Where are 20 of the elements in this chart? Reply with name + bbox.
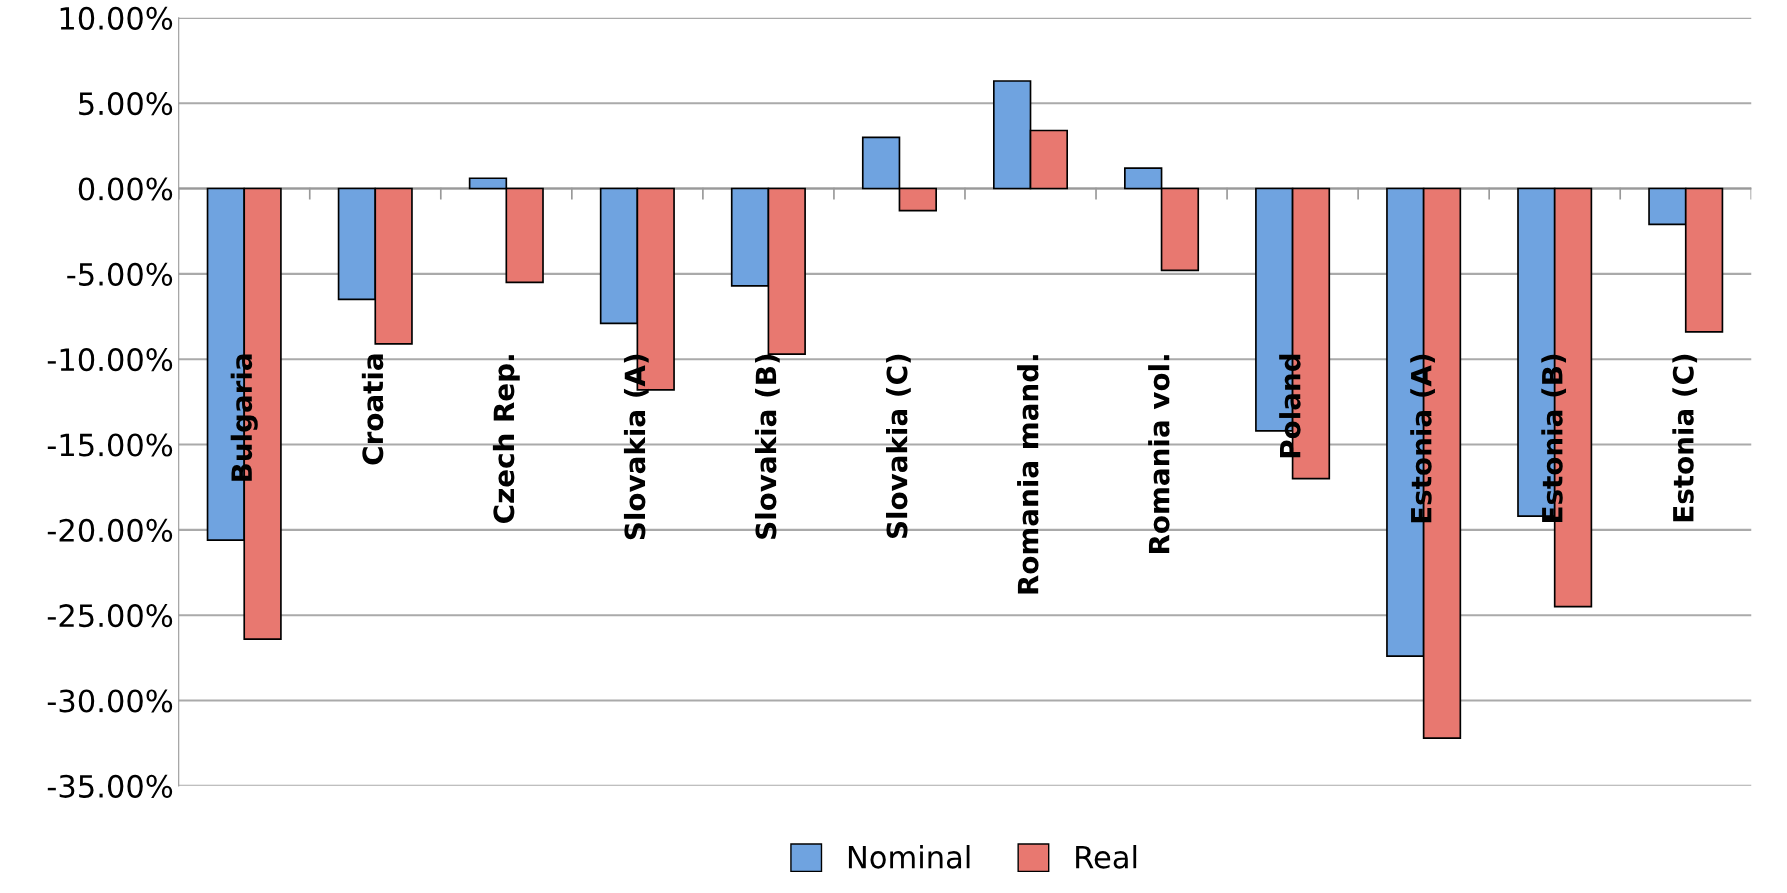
x-tick-label: Czech Rep. xyxy=(492,355,520,523)
y-tick-label: 10.00% xyxy=(60,6,173,30)
x-tick-label: Croatia xyxy=(361,354,384,465)
y-tick-label: -25.00% xyxy=(47,604,173,628)
x-tick-label: Romania mand. xyxy=(1017,355,1039,594)
x-tick-label: Estonia (C) xyxy=(1672,354,1698,522)
y-tick-label: -10.00% xyxy=(47,348,173,372)
y-tick-label: 5.00% xyxy=(79,92,173,116)
y-tick-label: -5.00% xyxy=(67,262,173,286)
x-tick-label: Slovakia (A) xyxy=(623,354,649,540)
y-tick-label: -15.00% xyxy=(47,433,173,457)
y-tick-label: -35.00% xyxy=(47,774,173,798)
legend-label: Nominal xyxy=(848,844,970,869)
legend-label: Real xyxy=(1076,844,1137,869)
y-tick-label: -20.00% xyxy=(47,518,173,542)
x-tick-label: Slovakia (B) xyxy=(754,354,780,539)
y-tick-label: 0.00% xyxy=(78,177,173,201)
x-tick-label: Slovakia (C) xyxy=(886,354,911,539)
y-tick-label: -30.00% xyxy=(47,689,173,713)
x-tick-label: Romania vol. xyxy=(1148,355,1170,553)
